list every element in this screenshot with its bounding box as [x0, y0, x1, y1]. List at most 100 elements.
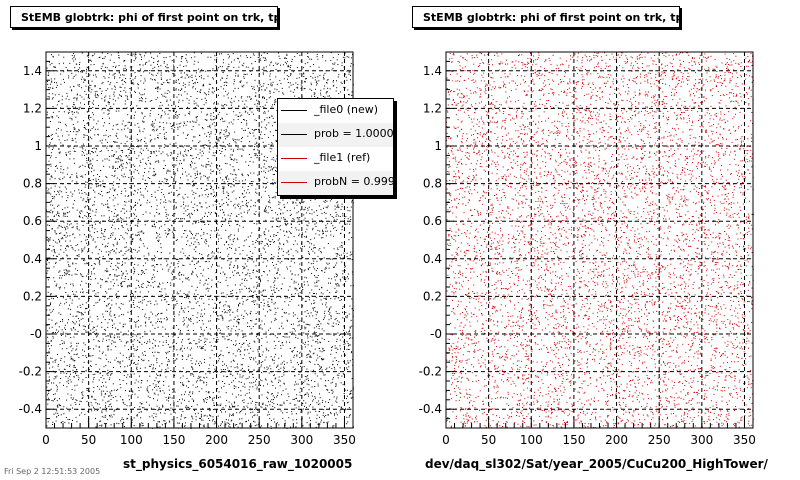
data-point [102, 351, 104, 353]
data-point [103, 112, 105, 114]
data-point [188, 255, 190, 257]
data-point [214, 230, 216, 232]
data-point [120, 331, 122, 333]
data-point [250, 278, 252, 280]
data-point [229, 215, 231, 217]
data-point [231, 191, 233, 193]
data-point [279, 262, 281, 264]
data-point [203, 85, 205, 87]
data-point [150, 364, 152, 366]
data-point [268, 122, 270, 124]
data-point [181, 76, 183, 78]
data-point [166, 100, 168, 102]
data-point [47, 421, 49, 423]
data-point [175, 202, 177, 204]
data-point [229, 306, 230, 308]
data-point [78, 129, 80, 131]
data-point [53, 207, 55, 209]
data-point [214, 422, 216, 424]
data-point [174, 126, 176, 128]
data-point [94, 333, 96, 335]
data-point [191, 416, 193, 418]
data-point [211, 119, 213, 121]
data-point [158, 345, 159, 347]
data-point [227, 328, 229, 330]
data-point [153, 62, 155, 63]
data-point [168, 230, 170, 232]
data-point [182, 321, 184, 323]
data-point [257, 109, 258, 111]
data-point [136, 138, 138, 140]
data-point [233, 83, 235, 85]
data-point [216, 298, 218, 300]
data-point [172, 237, 174, 239]
data-point [119, 363, 121, 365]
data-point [233, 79, 235, 81]
data-point [85, 302, 87, 304]
data-point [109, 312, 111, 314]
data-point [122, 163, 124, 165]
data-point [242, 375, 244, 377]
data-point [242, 334, 244, 336]
data-point [300, 329, 302, 330]
data-point [152, 282, 154, 284]
data-point [260, 242, 262, 244]
data-point [183, 347, 185, 349]
data-point [218, 380, 220, 382]
data-point [184, 77, 186, 79]
data-point [232, 289, 234, 291]
data-point [311, 303, 312, 305]
data-point [198, 305, 200, 307]
data-point [198, 221, 200, 223]
data-point [309, 292, 311, 294]
data-point [109, 95, 111, 97]
data-point [107, 88, 109, 90]
data-point [83, 154, 85, 156]
data-point [272, 135, 274, 137]
data-point [309, 411, 311, 413]
data-point [267, 201, 269, 203]
data-point [286, 61, 288, 63]
data-point [129, 391, 131, 392]
data-point [108, 339, 110, 341]
data-point [188, 394, 190, 396]
data-point [114, 154, 115, 156]
data-point [222, 292, 224, 294]
data-point [73, 147, 75, 149]
data-point [212, 418, 214, 420]
data-point [247, 135, 249, 137]
data-point [93, 331, 95, 333]
data-point [97, 134, 99, 135]
data-point [86, 66, 88, 68]
data-point [333, 235, 334, 237]
data-point [161, 83, 163, 85]
data-point [223, 385, 225, 387]
data-point [115, 110, 117, 112]
data-point [251, 259, 253, 261]
data-point [137, 264, 139, 266]
data-point [113, 215, 115, 217]
data-point [120, 371, 121, 373]
data-point [168, 71, 170, 73]
data-point [277, 307, 279, 309]
data-point [212, 87, 214, 89]
data-point [241, 314, 243, 316]
data-point [346, 395, 348, 397]
data-point [344, 266, 346, 268]
data-point [294, 287, 296, 289]
data-point [91, 89, 93, 91]
data-point [257, 155, 259, 157]
data-point [317, 275, 319, 276]
data-point [57, 211, 59, 213]
data-point [237, 149, 239, 150]
data-point [77, 342, 79, 344]
data-point [130, 205, 132, 207]
data-point [90, 329, 92, 331]
data-point [146, 401, 148, 403]
data-point [69, 375, 71, 377]
data-point [161, 104, 163, 106]
data-point [280, 83, 282, 85]
data-point [310, 84, 312, 86]
data-point [48, 262, 50, 264]
data-point [90, 257, 92, 259]
